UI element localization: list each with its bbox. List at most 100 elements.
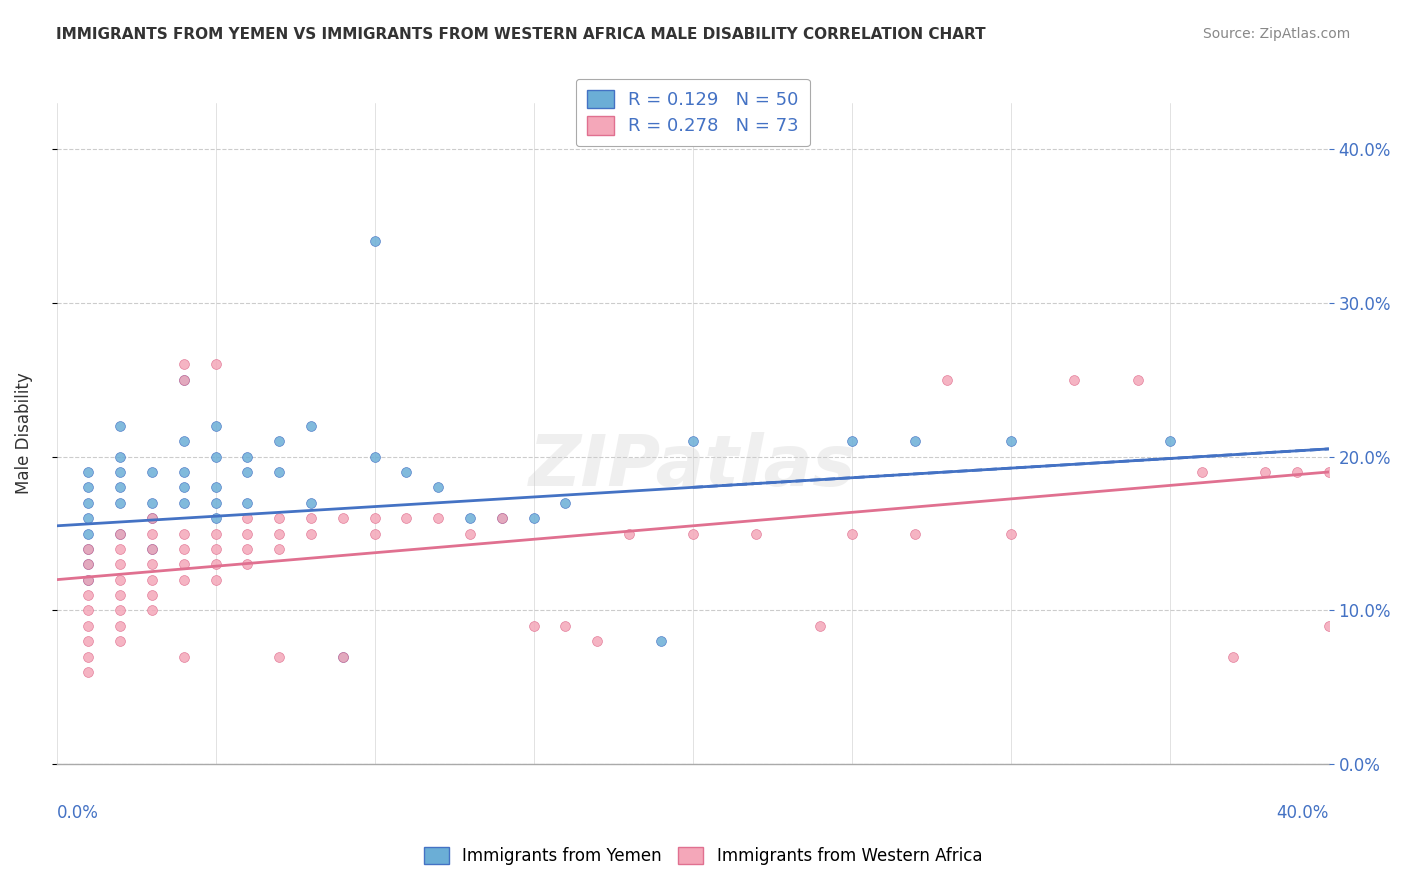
Point [427,511,450,525]
Point [110,558,132,572]
Point [269,541,291,556]
Point [204,573,226,587]
Point [173,526,195,541]
Point [110,480,132,494]
Point [110,603,132,617]
Point [173,373,195,387]
Point [110,573,132,587]
Point [77,573,100,587]
Point [554,619,576,633]
Point [269,465,291,479]
Point [110,450,132,464]
Point [363,450,385,464]
Point [77,558,100,572]
Point [1222,649,1244,664]
Point [77,465,100,479]
Point [363,234,385,248]
Point [236,450,259,464]
Text: 0.0%: 0.0% [56,804,98,822]
Point [745,526,768,541]
Point [236,526,259,541]
Point [77,603,100,617]
Point [491,511,513,525]
Point [173,649,195,664]
Point [841,526,863,541]
Point [458,526,481,541]
Point [110,526,132,541]
Point [173,496,195,510]
Point [904,526,927,541]
Point [204,511,226,525]
Point [110,465,132,479]
Point [204,541,226,556]
Point [236,511,259,525]
Point [363,511,385,525]
Point [141,603,163,617]
Point [77,558,100,572]
Point [77,480,100,494]
Point [141,541,163,556]
Point [204,450,226,464]
Point [617,526,640,541]
Point [141,526,163,541]
Point [77,573,100,587]
Point [141,588,163,602]
Point [269,649,291,664]
Point [77,511,100,525]
Point [1063,373,1085,387]
Point [236,558,259,572]
Point [1191,465,1213,479]
Point [269,434,291,449]
Point [110,619,132,633]
Point [204,357,226,371]
Point [141,541,163,556]
Point [1126,373,1149,387]
Point [682,434,704,449]
Point [77,619,100,633]
Point [395,465,418,479]
Point [110,496,132,510]
Point [1317,465,1340,479]
Point [1159,434,1181,449]
Point [110,418,132,433]
Point [204,496,226,510]
Point [110,588,132,602]
Point [204,480,226,494]
Point [204,526,226,541]
Point [1000,434,1022,449]
Text: 40.0%: 40.0% [1277,804,1329,822]
Point [395,511,418,525]
Point [269,526,291,541]
Point [173,373,195,387]
Point [173,434,195,449]
Point [554,496,576,510]
Point [299,496,322,510]
Point [204,418,226,433]
Point [332,649,354,664]
Point [650,634,672,648]
Point [1000,526,1022,541]
Point [141,496,163,510]
Legend: R = 0.129   N = 50, R = 0.278   N = 73: R = 0.129 N = 50, R = 0.278 N = 73 [576,78,810,146]
Point [523,511,546,525]
Point [173,465,195,479]
Point [1254,465,1277,479]
Point [110,526,132,541]
Point [236,541,259,556]
Point [141,465,163,479]
Text: Source: ZipAtlas.com: Source: ZipAtlas.com [1202,27,1350,41]
Point [236,465,259,479]
Point [523,619,546,633]
Point [204,558,226,572]
Text: IMMIGRANTS FROM YEMEN VS IMMIGRANTS FROM WESTERN AFRICA MALE DISABILITY CORRELAT: IMMIGRANTS FROM YEMEN VS IMMIGRANTS FROM… [56,27,986,42]
Point [491,511,513,525]
Point [77,649,100,664]
Point [141,558,163,572]
Point [77,496,100,510]
Point [141,511,163,525]
Point [586,634,609,648]
Point [332,511,354,525]
Text: ZIPatlas: ZIPatlas [529,432,856,501]
Y-axis label: Male Disability: Male Disability [15,373,32,494]
Point [141,573,163,587]
